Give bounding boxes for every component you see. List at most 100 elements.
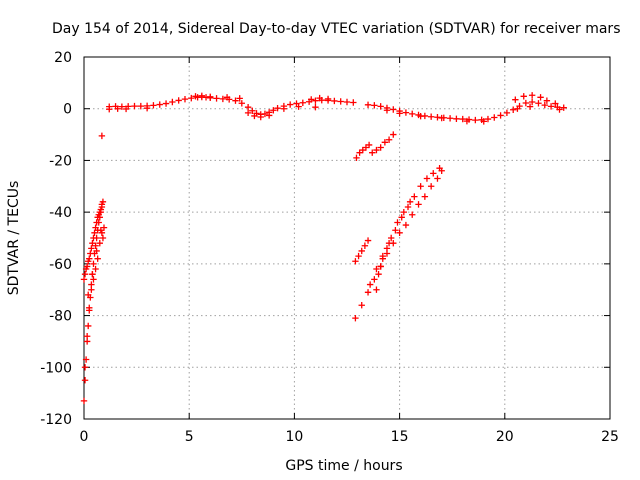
- data-point: [394, 219, 401, 226]
- data-point: [261, 110, 269, 118]
- x-tick-label: 15: [391, 429, 409, 445]
- data-point: [86, 255, 93, 262]
- data-point: [122, 105, 130, 113]
- data-point: [219, 95, 227, 103]
- data-point: [80, 397, 88, 405]
- data-point: [522, 99, 530, 107]
- data-point: [390, 131, 397, 138]
- data-point: [377, 263, 384, 270]
- data-point: [352, 314, 359, 322]
- data-point: [150, 102, 157, 109]
- data-point: [373, 265, 380, 273]
- data-point: [286, 101, 294, 108]
- data-point: [383, 107, 391, 114]
- data-point: [552, 100, 559, 107]
- data-point: [85, 322, 92, 330]
- data-point: [364, 289, 372, 296]
- data-point: [459, 115, 466, 123]
- data-point: [541, 101, 548, 109]
- y-tick-label: 0: [63, 102, 72, 118]
- data-point: [114, 105, 121, 112]
- data-point: [98, 201, 106, 208]
- data-point: [537, 94, 544, 101]
- x-tick-label: 10: [285, 429, 303, 445]
- data-point: [299, 99, 307, 106]
- data-point: [385, 239, 393, 247]
- data-point: [371, 276, 378, 283]
- data-point: [94, 255, 101, 262]
- data-point: [175, 97, 182, 104]
- data-point: [90, 234, 97, 242]
- data-point: [373, 146, 380, 154]
- data-point: [244, 109, 252, 117]
- chart-title: Day 154 of 2014, Sidereal Day-to-day VTE…: [52, 21, 620, 37]
- data-point: [85, 291, 92, 299]
- data-point: [371, 102, 378, 109]
- grid: [84, 57, 610, 419]
- data-point: [402, 109, 410, 116]
- data-point: [97, 227, 105, 234]
- data-point: [83, 333, 91, 340]
- data-point: [162, 100, 170, 107]
- data-point: [270, 107, 277, 114]
- data-point: [375, 271, 382, 278]
- data-point: [280, 105, 288, 112]
- y-tick-label: -20: [49, 153, 72, 169]
- data-point: [265, 112, 273, 119]
- data-point: [257, 113, 264, 121]
- data-point: [343, 98, 351, 106]
- data-point: [236, 95, 243, 102]
- data-point: [80, 276, 88, 283]
- data-point: [472, 116, 479, 124]
- data-point: [350, 99, 357, 106]
- data-marks: [80, 92, 567, 405]
- data-point: [480, 118, 487, 125]
- data-point: [88, 245, 95, 252]
- data-point: [373, 286, 380, 293]
- data-point: [244, 103, 252, 111]
- data-point: [463, 117, 471, 125]
- data-point: [411, 193, 418, 200]
- data-point: [417, 113, 424, 120]
- data-point: [81, 364, 89, 371]
- data-point: [400, 208, 408, 216]
- data-point: [434, 114, 441, 121]
- data-point: [91, 229, 98, 237]
- data-point: [295, 103, 302, 110]
- data-point: [207, 93, 214, 101]
- data-point: [131, 102, 138, 110]
- data-point: [427, 183, 435, 190]
- data-point: [96, 239, 103, 247]
- data-point: [514, 105, 521, 112]
- data-point: [543, 97, 551, 104]
- data-point: [181, 95, 189, 103]
- data-point: [213, 95, 220, 102]
- data-point: [358, 302, 365, 309]
- data-point: [156, 101, 163, 108]
- data-point: [97, 206, 105, 213]
- data-point: [92, 224, 99, 231]
- data-point: [556, 106, 563, 113]
- data-point: [88, 286, 95, 293]
- y-tick-label: -40: [49, 205, 72, 221]
- data-point: [82, 356, 90, 363]
- data-point: [223, 94, 231, 101]
- data-point: [512, 96, 519, 103]
- y-axis-label: SDTVAR / TECUs: [6, 181, 22, 296]
- data-point: [381, 139, 389, 146]
- data-point: [406, 198, 414, 205]
- data-point: [526, 103, 534, 110]
- data-point: [90, 260, 97, 268]
- x-axis-label: GPS time / hours: [285, 458, 402, 474]
- data-point: [385, 136, 393, 143]
- data-point: [86, 304, 93, 312]
- data-point: [118, 103, 126, 110]
- data-point: [427, 113, 435, 120]
- data-point: [392, 227, 399, 234]
- data-point: [520, 93, 527, 100]
- data-point: [364, 237, 372, 244]
- data-point: [446, 115, 454, 122]
- data-point: [396, 229, 403, 237]
- tick-labels: 0 5 10 15 20 25 20 0 -20 -40 -60 -80 -100 -120: [40, 50, 619, 445]
- x-tick-label: 20: [496, 429, 514, 445]
